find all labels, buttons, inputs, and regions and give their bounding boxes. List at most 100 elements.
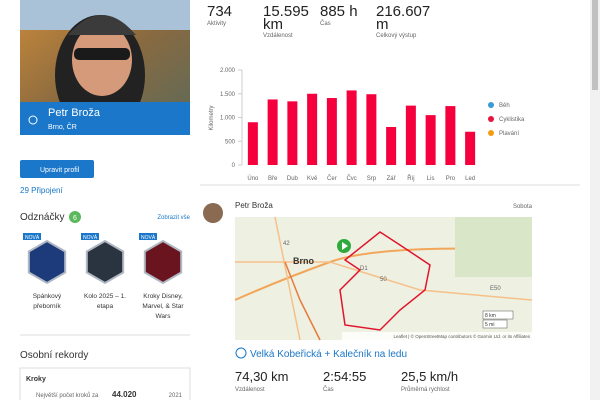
- activity-stat-label: Průměrná rychlost: [401, 386, 450, 393]
- road: [235, 216, 533, 341]
- activity-day: Sobota: [513, 204, 533, 210]
- badge[interactable]: [27, 239, 67, 285]
- x-tick-label: Bře: [268, 176, 278, 182]
- stat-label: Vzdálenost: [263, 33, 293, 39]
- badge-count-bg: [69, 211, 81, 223]
- badge-tag: NOVÁ: [141, 234, 156, 241]
- legend-label: Běh: [499, 103, 510, 109]
- badge-label: Kroky Disney,: [143, 293, 183, 300]
- scale-mi-label: 5 mi: [485, 322, 494, 328]
- legend-dot: [488, 116, 494, 122]
- forest: [455, 217, 532, 277]
- y-tick-label: 500: [225, 139, 236, 145]
- bar: [366, 94, 377, 165]
- attribution-bg: [342, 332, 532, 340]
- map-road: D1: [360, 266, 368, 272]
- x-tick-label: Úno: [247, 175, 259, 182]
- badge-label: etapa: [97, 303, 114, 310]
- x-tick-label: Dub: [287, 176, 299, 182]
- bar: [386, 127, 397, 165]
- edit-button-label[interactable]: Upravit profil: [40, 167, 80, 174]
- badge[interactable]: [85, 239, 125, 285]
- x-tick-label: Čvc: [346, 175, 356, 182]
- legend-label: Plavání: [499, 131, 519, 137]
- bar: [425, 115, 436, 165]
- records-box: [19, 367, 191, 405]
- helmet: [68, 15, 136, 35]
- activity-user: Petr Broža: [235, 201, 273, 210]
- badge-tag-bg: [23, 233, 41, 240]
- start-icon: [342, 242, 348, 250]
- bar: [346, 90, 357, 165]
- bar: [405, 105, 416, 165]
- x-tick-label: Srp: [367, 176, 377, 182]
- badge[interactable]: [143, 239, 183, 285]
- badge-tag-bg: [139, 233, 157, 240]
- records-value: 44.020: [112, 390, 137, 399]
- badge-tag-bg: [81, 233, 99, 240]
- sunglasses: [74, 48, 130, 60]
- badge-label: Marvel, & Star: [142, 303, 184, 310]
- badge-label: Spánkový: [33, 293, 62, 300]
- profile-name: Petr Broža: [48, 107, 101, 119]
- y-tick-label: 0: [232, 163, 236, 169]
- x-tick-label: Lis: [427, 176, 435, 182]
- activity-stat-value: 25,5 km/h: [401, 369, 458, 384]
- records-year: 2021: [169, 393, 183, 399]
- route: [339, 231, 431, 331]
- y-tick-label: 1.500: [220, 92, 236, 98]
- activity-stat-value: 2:54:55: [323, 369, 366, 384]
- scrollbar-thumb[interactable]: [592, 0, 598, 90]
- badge-count: 6: [73, 215, 77, 222]
- name-bar: [20, 102, 190, 135]
- map-road: 50: [380, 277, 387, 283]
- attribution: Leaflet | © OpenStreetMap contributors ©…: [393, 333, 530, 339]
- activity-title[interactable]: Velká Kobeřická + Kalečník na ledu: [250, 349, 407, 360]
- bar: [445, 106, 456, 165]
- avatar: [203, 203, 223, 223]
- legend-dot: [488, 102, 494, 108]
- map-city: Brno: [293, 256, 314, 266]
- badge-label: Wars: [156, 313, 172, 320]
- badge-tag: NOVÁ: [25, 234, 40, 241]
- bar: [326, 98, 337, 165]
- scale-km: [482, 310, 514, 320]
- bar: [465, 131, 476, 165]
- connections[interactable]: 29 Připojení: [20, 186, 63, 195]
- map-road: 42: [283, 241, 290, 247]
- stat-label: Celkový výstup: [376, 33, 417, 39]
- badge-label: Kolo 2025 – 1.: [84, 293, 126, 300]
- map-road: E50: [490, 286, 501, 292]
- bar: [267, 99, 278, 165]
- x-tick-label: Kvě: [307, 176, 318, 182]
- badge-label: přeborník: [33, 303, 61, 310]
- x-tick-label: Zář: [387, 176, 397, 182]
- view-all[interactable]: Zobrazit vše: [157, 215, 190, 221]
- x-tick-label: Čer: [327, 175, 337, 182]
- activity-stat-value: 74,30 km: [235, 369, 288, 384]
- badges-title: Odznáčky: [20, 212, 64, 223]
- scale-km-label: 8 km: [485, 313, 496, 319]
- edit-button[interactable]: [20, 160, 94, 178]
- records-title: Osobní rekordy: [20, 350, 88, 361]
- stat-value: 734: [207, 3, 232, 20]
- bar: [247, 122, 258, 165]
- x-tick-label: Led: [465, 176, 475, 182]
- bar: [287, 101, 298, 165]
- scrollbar: [590, 0, 600, 400]
- stat-label: Čas: [320, 20, 331, 27]
- profile-location: Brno, ČR: [48, 122, 77, 131]
- scale-mi: [482, 319, 508, 329]
- road: [284, 261, 321, 341]
- stat-value: 885 h: [320, 3, 358, 20]
- stat-label: Aktivity: [207, 21, 226, 27]
- stat-unit: m: [376, 16, 389, 33]
- stat-unit: km: [263, 16, 283, 33]
- x-tick-label: Pro: [446, 176, 456, 182]
- legend-label: Cyklistika: [499, 117, 525, 123]
- activity-stat-label: Čas: [323, 386, 334, 393]
- y-tick-label: 2.000: [220, 68, 236, 74]
- x-tick-label: Říj: [407, 174, 414, 182]
- badge-tag: NOVÁ: [83, 234, 98, 241]
